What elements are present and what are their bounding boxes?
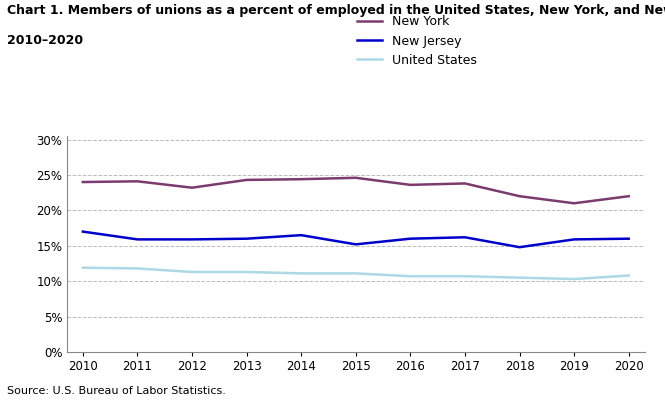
- United States: [570, 277, 578, 282]
- New York: [352, 175, 360, 180]
- New York: [79, 180, 87, 184]
- United States: [352, 271, 360, 276]
- United States: [406, 274, 414, 279]
- New Jersey: [188, 237, 196, 242]
- New Jersey: [79, 229, 87, 234]
- New York: [624, 194, 632, 198]
- New York: [297, 177, 305, 182]
- New York: [243, 178, 251, 182]
- Legend: New York, New Jersey, United States: New York, New Jersey, United States: [352, 10, 482, 72]
- New York: [570, 201, 578, 206]
- Text: 2010–2020: 2010–2020: [7, 34, 82, 47]
- United States: [297, 271, 305, 276]
- New York: [406, 182, 414, 187]
- United States: [134, 266, 142, 271]
- United States: [461, 274, 469, 279]
- New York: [188, 185, 196, 190]
- New York: [134, 179, 142, 184]
- New Jersey: [461, 235, 469, 240]
- Line: United States: United States: [83, 268, 628, 279]
- United States: [243, 270, 251, 274]
- New Jersey: [570, 237, 578, 242]
- United States: [79, 265, 87, 270]
- United States: [624, 273, 632, 278]
- New York: [515, 194, 523, 198]
- New Jersey: [406, 236, 414, 241]
- New Jersey: [352, 242, 360, 247]
- Line: New Jersey: New Jersey: [83, 232, 628, 247]
- New Jersey: [297, 233, 305, 238]
- New York: [461, 181, 469, 186]
- New Jersey: [515, 245, 523, 250]
- New Jersey: [243, 236, 251, 241]
- New Jersey: [134, 237, 142, 242]
- New Jersey: [624, 236, 632, 241]
- United States: [515, 275, 523, 280]
- Text: Chart 1. Members of unions as a percent of employed in the United States, New Yo: Chart 1. Members of unions as a percent …: [7, 4, 665, 17]
- United States: [188, 270, 196, 274]
- Line: New York: New York: [83, 178, 628, 203]
- Text: Source: U.S. Bureau of Labor Statistics.: Source: U.S. Bureau of Labor Statistics.: [7, 386, 225, 396]
